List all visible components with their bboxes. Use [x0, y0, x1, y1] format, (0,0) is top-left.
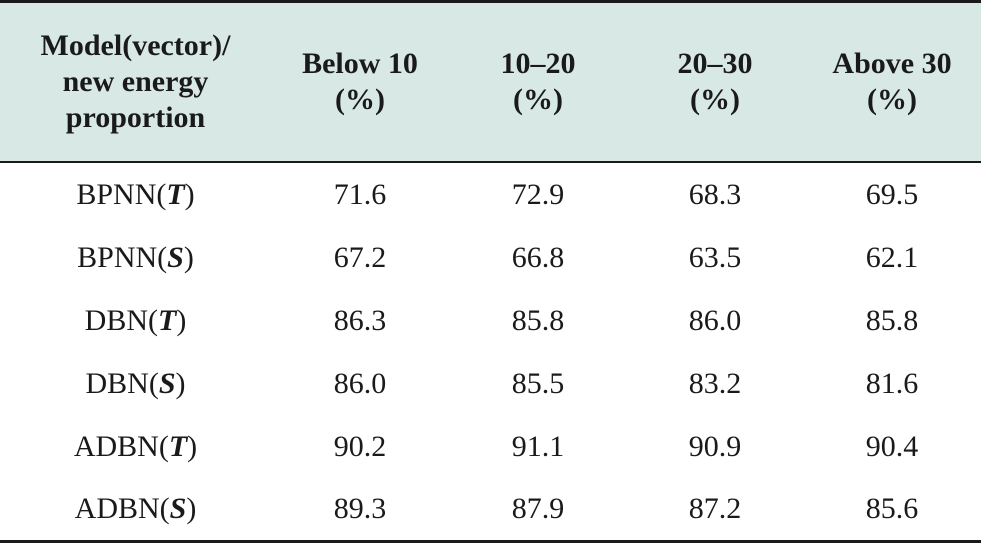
- value-cell: 91.1: [511, 429, 565, 463]
- value-cell: 67.2: [333, 240, 387, 274]
- value-cell: 87.2: [627, 478, 803, 543]
- value-cell: 62.1: [865, 240, 919, 274]
- value-cell: 71.6: [333, 177, 387, 211]
- header-20-30: 20–30 (%): [627, 0, 803, 163]
- header-20-30-label: 20–30: [677, 47, 753, 80]
- model-name: ADBN(: [74, 492, 170, 525]
- header-above-30-label: Above 30: [832, 47, 952, 80]
- value-cell: 85.6: [803, 478, 981, 543]
- model-close: ): [175, 366, 186, 400]
- model-close: ): [186, 492, 197, 525]
- value-cell: 83.2: [688, 366, 742, 400]
- model-cell: DBN(S): [0, 352, 271, 415]
- value-cell: 81.6: [865, 366, 919, 400]
- value-cell: 69.5: [865, 177, 919, 211]
- model-name: DBN(: [84, 303, 158, 337]
- table-body: BPNN(T) 71.6 72.9 68.3 69.5 BPNN(S) 67.2…: [0, 162, 981, 543]
- model-vector: T: [166, 177, 185, 211]
- value-cell: 90.9: [688, 429, 742, 463]
- table-header: Model(vector)/ new energy proportion Bel…: [0, 0, 981, 163]
- model-cell: ADBN(T): [0, 415, 271, 478]
- model-name: ADBN(: [73, 429, 169, 463]
- value-cell: 86.0: [333, 366, 387, 400]
- model-close: ): [187, 429, 198, 463]
- header-model-line-1: Model(vector)/: [40, 29, 231, 62]
- value-cell: 63.5: [688, 240, 742, 274]
- header-above-30: Above 30 (%): [803, 0, 981, 163]
- header-below-10: Below 10 (%): [271, 0, 449, 163]
- model-cell: ADBN(S): [0, 478, 271, 543]
- model-vector: S: [169, 492, 187, 525]
- model-vector: S: [167, 240, 184, 274]
- header-below-10-label: Below 10: [302, 47, 418, 80]
- value-cell: 66.8: [511, 240, 565, 274]
- table-row: BPNN(S) 67.2 66.8 63.5 62.1: [0, 226, 981, 289]
- value-cell: 90.4: [865, 429, 919, 463]
- table-row: ADBN(T) 90.2 91.1 90.9 90.4: [0, 415, 981, 478]
- value-cell: 87.9: [449, 478, 627, 543]
- model-vector: S: [158, 366, 176, 400]
- model-vector: T: [168, 429, 188, 463]
- table-row: DBN(T) 86.3 85.8 86.0 85.8: [0, 289, 981, 352]
- table-row: ADBN(S) 89.3 87.9 87.2 85.6: [0, 478, 981, 543]
- header-row: Model(vector)/ new energy proportion Bel…: [0, 0, 981, 163]
- value-cell: 68.3: [688, 177, 742, 211]
- value-cell: 85.8: [865, 303, 919, 337]
- header-20-30-unit: (%): [690, 83, 740, 116]
- header-above-30-unit: (%): [867, 83, 917, 116]
- model-close: ): [183, 240, 194, 274]
- value-cell: 85.8: [511, 303, 565, 337]
- model-name: BPNN(: [77, 240, 168, 274]
- header-model: Model(vector)/ new energy proportion: [0, 0, 271, 163]
- header-model-line-2: new energy: [62, 65, 209, 98]
- model-cell: DBN(T): [0, 289, 271, 352]
- model-cell: BPNN(S): [0, 226, 271, 289]
- value-cell: 89.3: [271, 478, 449, 543]
- header-10-20-unit: (%): [513, 83, 563, 116]
- value-cell: 90.2: [333, 429, 387, 463]
- model-vector: T: [158, 303, 177, 337]
- model-name: BPNN(: [76, 177, 167, 211]
- value-cell: 85.5: [511, 366, 565, 400]
- model-close: ): [184, 177, 195, 211]
- value-cell: 86.3: [333, 303, 387, 337]
- header-model-line-3: proportion: [65, 101, 206, 134]
- header-10-20: 10–20 (%): [449, 0, 627, 163]
- model-name: DBN(: [85, 366, 159, 400]
- model-cell: BPNN(T): [0, 162, 271, 226]
- value-cell: 86.0: [688, 303, 742, 337]
- model-close: ): [176, 303, 187, 337]
- value-cell: 72.9: [511, 177, 565, 211]
- header-below-10-unit: (%): [335, 83, 385, 116]
- table-row: BPNN(T) 71.6 72.9 68.3 69.5: [0, 162, 981, 226]
- table-row: DBN(S) 86.0 85.5 83.2 81.6: [0, 352, 981, 415]
- header-10-20-label: 10–20: [500, 47, 576, 80]
